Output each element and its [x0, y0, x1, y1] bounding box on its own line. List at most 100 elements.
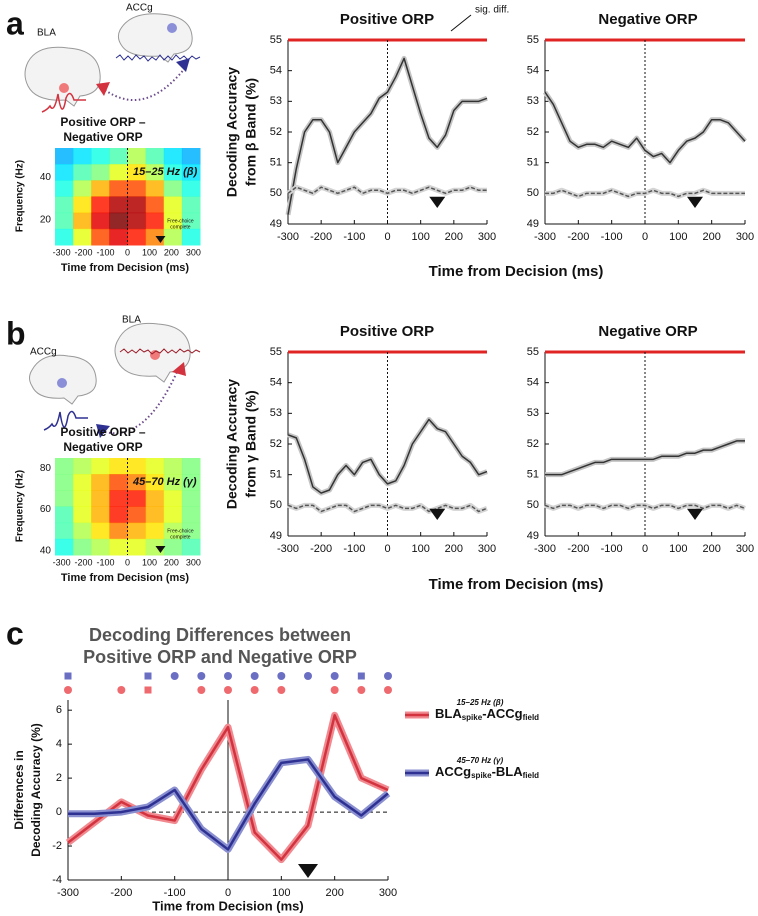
x-tick-label: 100	[411, 543, 429, 555]
y-tick-label: 80	[40, 463, 52, 474]
heatmap-cell	[127, 228, 147, 246]
heatmap-cell	[73, 212, 92, 230]
y-tick-label: 55	[527, 34, 539, 46]
y-tick-label: 54	[270, 377, 282, 389]
brain	[117, 13, 193, 63]
x-tick-label: -100	[601, 231, 623, 243]
heatmap-cell	[163, 164, 183, 181]
heatmap-cell	[91, 148, 110, 165]
heatmap-cell	[55, 474, 74, 491]
x-tick-label: -100	[164, 887, 186, 899]
sig-marker	[144, 686, 152, 694]
chart-title: Negative ORP	[598, 11, 697, 28]
heatmap-cell	[127, 538, 147, 556]
y-tick-label: 55	[270, 34, 282, 46]
marker-label: complete	[170, 534, 191, 540]
heatmap-cell	[163, 538, 183, 556]
y-tick-label: 49	[270, 218, 282, 230]
heatmap-cell	[181, 474, 201, 491]
y-tick-label: 53	[527, 95, 539, 107]
y-tick-label: 4	[56, 738, 62, 750]
x-tick-label: 0	[642, 231, 648, 243]
heatmap-cell	[91, 506, 110, 524]
band-annotation: 45–70 Hz (γ)	[132, 476, 197, 488]
heatmap-cell	[145, 196, 165, 214]
x-tick-label: -300	[53, 247, 71, 257]
x-tick-label: 300	[186, 557, 201, 567]
heatmap-cell	[145, 148, 165, 165]
x-tick-label: 0	[125, 247, 130, 257]
x-tick-label: -100	[343, 231, 365, 243]
series-line	[287, 57, 488, 215]
region-dot	[150, 350, 160, 360]
y-tick-label: 55	[527, 346, 539, 358]
spike-trace	[43, 410, 88, 431]
heatmap-cell	[127, 148, 147, 165]
sig-marker	[330, 686, 339, 694]
heatmap-cell	[181, 458, 201, 475]
y-tick-label: 49	[270, 530, 282, 542]
lfp-trace	[119, 348, 201, 355]
sig-marker	[330, 672, 339, 680]
heatmap-cell	[163, 212, 183, 230]
y-tick-label: 50	[527, 499, 539, 511]
x-tick-label: -200	[310, 231, 332, 243]
series-line	[287, 186, 487, 195]
x-axis-label: Time from Decision (ms)	[61, 262, 189, 274]
heatmap-cell	[181, 506, 201, 524]
heatmap-cell	[127, 212, 147, 230]
heatmap-cell	[181, 196, 201, 214]
y-axis-label: Differences in	[12, 750, 26, 829]
heatmap-cell	[127, 506, 147, 524]
y-tick-label: 51	[270, 469, 282, 481]
region-label: BLA	[37, 28, 56, 39]
sig-marker	[224, 686, 232, 694]
x-tick-label: -100	[97, 247, 115, 257]
annotation: sig. diff.	[475, 5, 509, 16]
legend-label-part: field	[523, 771, 540, 780]
heatmap-cell	[73, 196, 92, 214]
heatmap-cell	[109, 164, 128, 181]
sig-marker	[250, 672, 259, 680]
heatmap-cell	[127, 474, 147, 491]
legend-label-part: ACCg	[435, 764, 471, 779]
series-band	[542, 90, 747, 166]
x-tick-label: 100	[142, 247, 157, 257]
x-tick-label: 300	[379, 887, 397, 899]
legend-band-label: 15–25 Hz (β)	[457, 698, 504, 707]
heatmap-cell	[55, 180, 74, 197]
heatmap-cell	[55, 164, 74, 181]
region-dot	[57, 378, 67, 388]
series-line	[287, 418, 488, 494]
heatmap-cell	[163, 180, 183, 197]
sig-marker	[384, 672, 392, 680]
heatmap-cell	[109, 180, 128, 197]
y-tick-label: 49	[527, 530, 539, 542]
y-tick-label: 51	[527, 157, 539, 169]
heatmap-cell	[145, 458, 165, 475]
y-tick-label: 51	[270, 157, 282, 169]
y-tick-label: 54	[527, 65, 539, 77]
series-line	[544, 91, 746, 164]
arrowhead	[96, 82, 110, 96]
inset-title: Negative ORP	[63, 130, 142, 144]
heatmap-cell	[109, 538, 128, 556]
sig-marker	[170, 672, 179, 680]
x-tick-label: 200	[325, 887, 343, 899]
lfp-trace	[115, 54, 201, 62]
legend-label: BLAspike-ACCgfield	[435, 706, 539, 722]
heatmap-cell	[181, 490, 201, 507]
y-tick-label: 50	[270, 499, 282, 511]
heatmap-cell	[109, 228, 128, 246]
y-tick-label: -4	[52, 874, 62, 886]
y-tick-label: 53	[270, 95, 282, 107]
heatmap-cell	[91, 490, 110, 507]
x-tick-label: -200	[75, 557, 93, 567]
arrowhead	[96, 424, 110, 438]
sig-marker	[197, 672, 206, 680]
heatmap-cell	[55, 490, 74, 507]
heatmap-cell	[73, 490, 92, 507]
region-dot	[167, 23, 177, 33]
decision-marker	[298, 864, 318, 878]
heatmap-cell	[55, 506, 74, 524]
